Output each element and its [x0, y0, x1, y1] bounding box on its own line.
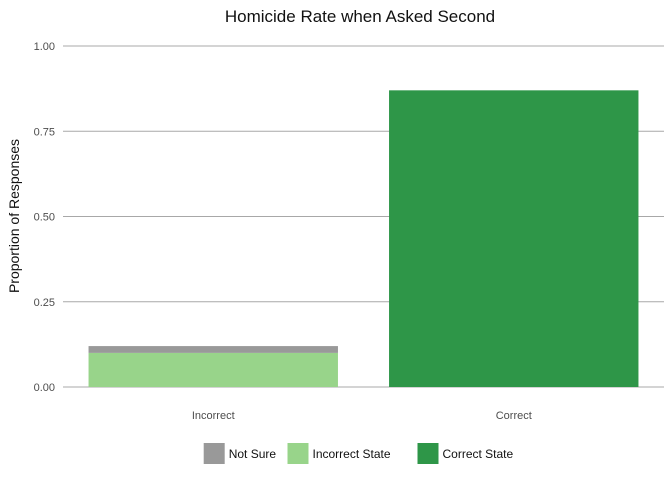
- legend-label: Incorrect State: [313, 447, 391, 461]
- y-tick-labels: 0.00 0.25 0.50 0.75 1.00: [34, 41, 55, 394]
- x-tick-label: Incorrect: [192, 410, 235, 422]
- legend-label: Correct State: [443, 447, 514, 461]
- bar-correct-state-correct: [389, 90, 639, 387]
- bars: [88, 90, 639, 387]
- bar-incorrect-state-incorrect: [88, 352, 338, 387]
- bar-not-sure-incorrect: [88, 346, 338, 353]
- y-tick-label: 0.25: [34, 297, 55, 309]
- y-tick-label: 1.00: [34, 41, 55, 53]
- legend-label: Not Sure: [229, 447, 277, 461]
- y-axis-label: Proportion of Responses: [6, 139, 22, 293]
- legend-swatch: [417, 443, 439, 464]
- chart-title: Homicide Rate when Asked Second: [225, 7, 495, 26]
- legend-swatch: [203, 443, 225, 464]
- legend-swatch: [287, 443, 309, 464]
- y-tick-label: 0.75: [34, 126, 55, 138]
- x-tick-label: Correct: [496, 410, 532, 422]
- legend: Not Sure Incorrect State Correct State: [203, 443, 514, 464]
- y-tick-label: 0.00: [34, 382, 55, 394]
- y-tick-label: 0.50: [34, 212, 55, 224]
- x-tick-labels: Incorrect Correct: [192, 410, 532, 422]
